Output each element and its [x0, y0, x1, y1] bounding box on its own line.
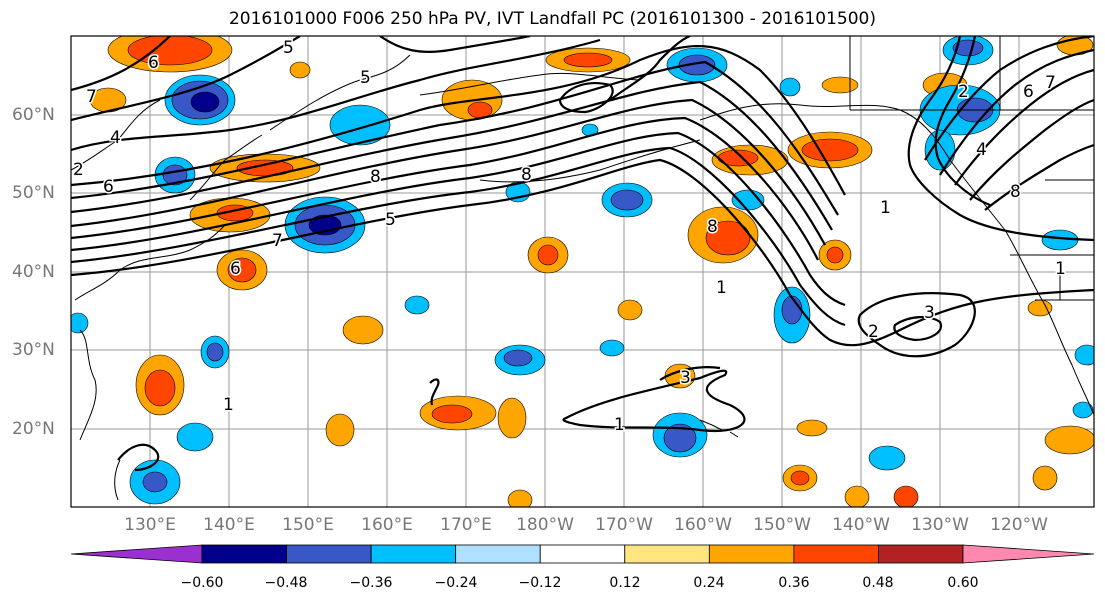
colorbar-segment [878, 544, 964, 564]
contour-label: 7 [272, 231, 283, 251]
contour-label: 5 [283, 38, 294, 58]
map-frame [70, 35, 1095, 508]
contour-label: 8 [707, 217, 718, 237]
pv-positive-anomalies [89, 36, 1094, 507]
colorbar [70, 544, 1095, 564]
lon-label: 170°W [595, 515, 653, 535]
map-title: 2016101000 F006 250 hPa PV, IVT Landfall… [228, 9, 876, 29]
colorbar-tick-label: −0.12 [518, 575, 562, 591]
lon-label: 170°E [440, 515, 492, 535]
colorbar-tick-label: 0.60 [947, 575, 979, 591]
contour-label: 1 [1055, 259, 1066, 279]
contour-label: 8 [521, 165, 532, 185]
contour-label: 6 [103, 177, 114, 197]
colorbar-segment [539, 544, 626, 564]
colorbar-tick-label: −0.60 [180, 575, 224, 591]
lon-label: 130°W [911, 515, 969, 535]
lat-label: 50°N [12, 183, 55, 203]
contour-label: 1 [223, 395, 234, 415]
contour-label: 3 [680, 368, 691, 388]
contour-label: 1 [716, 278, 727, 298]
contour-label: 7 [1045, 73, 1056, 93]
contour-label: 1 [614, 415, 625, 435]
colorbar-extend-max [962, 544, 1095, 564]
colorbar-segment [455, 544, 541, 564]
colorbar-segment [793, 544, 879, 564]
contour-label: 2 [73, 160, 84, 180]
contour-label: 5 [385, 210, 396, 230]
lon-label: 160°W [674, 515, 732, 535]
lon-label: 130°E [124, 515, 176, 535]
contour-label: 6 [148, 53, 159, 73]
colorbar-tick-label: −0.48 [264, 575, 308, 591]
lon-label: 120°W [990, 515, 1048, 535]
contour-labels: 5 6 4 7 6 8 5 8 7 6 5 4 3 2 1 8 3 2 1 1 … [72, 37, 1068, 437]
contour-label: 2 [868, 322, 879, 342]
lat-label: 30°N [12, 340, 55, 360]
contour-label: 4 [976, 140, 987, 160]
colorbar-tick-label: 0.12 [609, 575, 641, 591]
lon-label: 140°W [832, 515, 890, 535]
pv-negative-anomalies [71, 36, 1094, 505]
contour-label: 4 [110, 128, 121, 148]
colorbar-extend-min [70, 544, 203, 564]
contour-label: 7 [86, 87, 97, 107]
lon-label: 150°E [282, 515, 334, 535]
colorbar-segment [370, 544, 457, 564]
colorbar-segment [624, 544, 710, 564]
contour-label: 8 [1010, 182, 1021, 202]
lat-label: 20°N [12, 419, 55, 439]
colorbar-segment [286, 544, 372, 564]
lat-label: 60°N [12, 105, 55, 125]
contour-label: 3 [924, 303, 935, 323]
colorbar-tick-label: −0.24 [434, 575, 478, 591]
colorbar-segment [708, 544, 795, 564]
colorbar-tick-label: 0.36 [778, 575, 810, 591]
colorbar-tick-label: −0.36 [349, 575, 393, 591]
ivt-contours [71, 36, 1094, 472]
contour-label: 2 [958, 82, 969, 102]
contour-label: 6 [1023, 82, 1034, 102]
coastlines [71, 36, 1094, 501]
lon-label: 180°W [516, 515, 574, 535]
colorbar-segment [201, 544, 287, 564]
contour-label: 5 [360, 68, 371, 88]
colorbar-tick-label: 0.24 [693, 575, 725, 591]
contour-label: 1 [880, 198, 891, 218]
lon-label: 140°E [203, 515, 255, 535]
contour-label: 8 [370, 167, 381, 187]
colorbar-tick-label: 0.48 [862, 575, 894, 591]
lon-label: 150°W [753, 515, 811, 535]
contour-label: 6 [230, 259, 241, 279]
lon-label: 160°E [361, 515, 413, 535]
lat-label: 40°N [12, 262, 55, 282]
